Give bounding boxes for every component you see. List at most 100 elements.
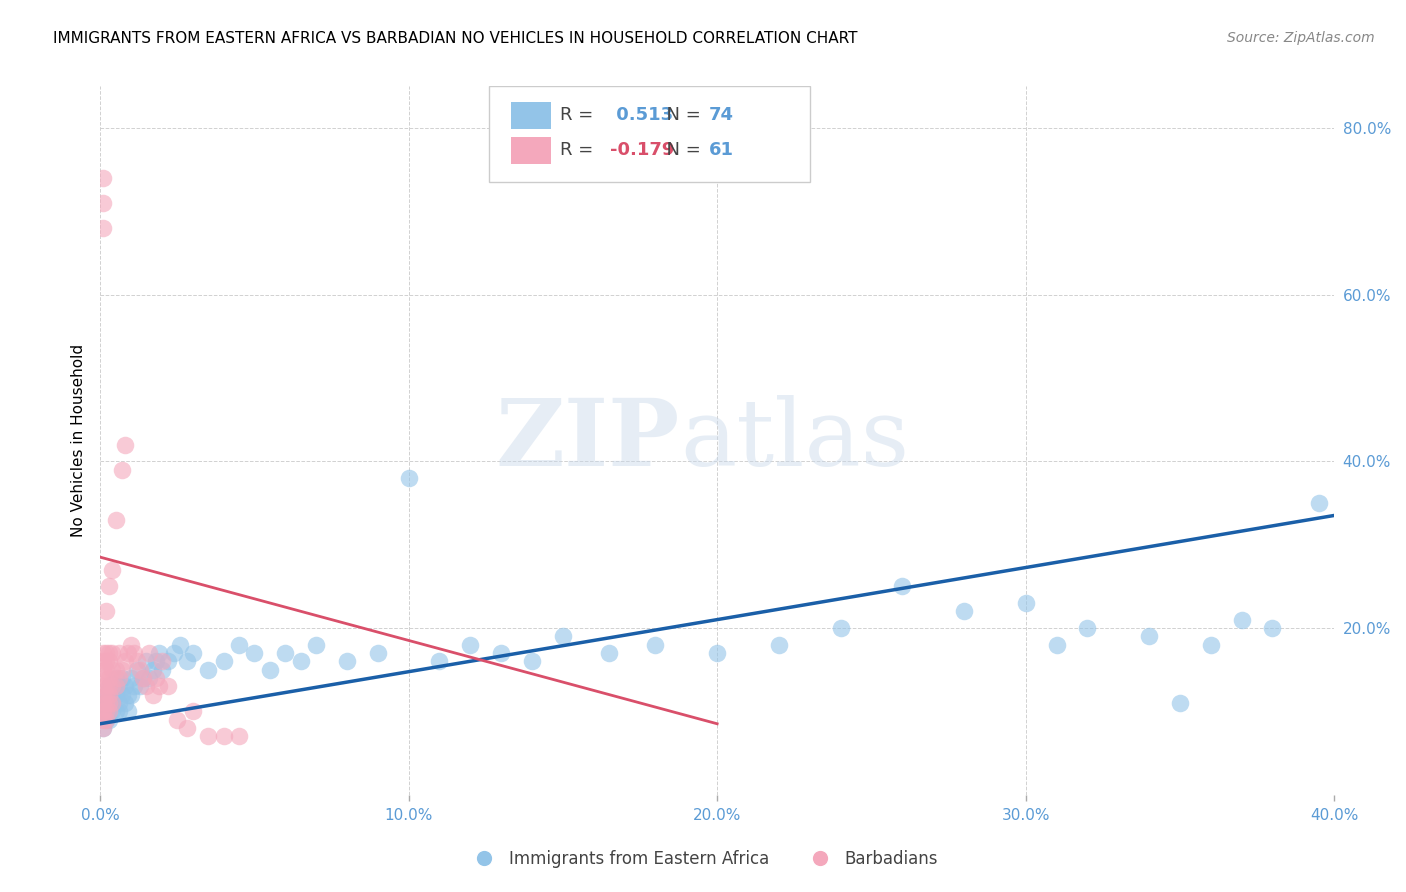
Point [163, 646, 186, 660]
FancyBboxPatch shape [489, 87, 810, 182]
Point [176, 721, 198, 735]
Point [212, 654, 235, 668]
Point [96, 679, 118, 693]
Text: atlas: atlas [681, 395, 910, 485]
Point [98, 713, 121, 727]
Point [96, 688, 118, 702]
Point [274, 646, 297, 660]
Point [135, 654, 157, 668]
Point [98, 704, 121, 718]
Point [367, 646, 389, 660]
Point [91, 646, 114, 660]
Point [101, 646, 124, 660]
Point [243, 646, 266, 660]
Point [91, 196, 114, 211]
Point [156, 654, 179, 668]
Point [117, 688, 139, 702]
Point [122, 679, 145, 693]
Point [101, 563, 124, 577]
Point [104, 688, 127, 702]
Point [96, 696, 118, 710]
Point [101, 688, 124, 702]
Point [169, 638, 191, 652]
Text: ZIP: ZIP [496, 395, 681, 485]
Text: IMMIGRANTS FROM EASTERN AFRICA VS BARBADIAN NO VEHICLES IN HOUSEHOLD CORRELATION: IMMIGRANTS FROM EASTERN AFRICA VS BARBAD… [53, 31, 858, 46]
Point [1199, 638, 1222, 652]
Point [104, 704, 127, 718]
Point [148, 679, 170, 693]
Legend: Immigrants from Eastern Africa, Barbadians: Immigrants from Eastern Africa, Barbadia… [461, 844, 945, 875]
Point [129, 679, 152, 693]
Point [107, 646, 129, 660]
Point [111, 663, 134, 677]
Point [91, 721, 114, 735]
Point [96, 646, 118, 660]
Point [891, 579, 914, 593]
Point [166, 713, 188, 727]
Point [91, 721, 114, 735]
Point [91, 671, 114, 685]
Point [91, 171, 114, 186]
Point [104, 679, 127, 693]
Point [489, 646, 512, 660]
Point [91, 713, 114, 727]
Point [114, 696, 136, 710]
Point [96, 696, 118, 710]
Point [101, 696, 124, 710]
Point [1014, 596, 1036, 610]
Point [1261, 621, 1284, 635]
Point [91, 679, 114, 693]
Point [1045, 638, 1067, 652]
Point [98, 679, 121, 693]
Point [145, 654, 167, 668]
Point [142, 688, 165, 702]
Point [127, 663, 149, 677]
Point [96, 704, 118, 718]
Point [197, 663, 219, 677]
Point [150, 654, 173, 668]
Point [96, 713, 118, 727]
Point [98, 696, 121, 710]
Point [111, 688, 134, 702]
Point [114, 654, 136, 668]
Point [228, 729, 250, 743]
Point [830, 621, 852, 635]
Point [111, 671, 134, 685]
Point [91, 688, 114, 702]
Point [117, 646, 139, 660]
Point [107, 696, 129, 710]
Point [91, 704, 114, 718]
Point [96, 713, 118, 727]
Point [259, 663, 281, 677]
Point [132, 671, 155, 685]
Point [290, 654, 312, 668]
Point [305, 638, 328, 652]
Point [706, 646, 728, 660]
Point [96, 688, 118, 702]
Point [91, 704, 114, 718]
Point [104, 513, 127, 527]
Point [101, 679, 124, 693]
Point [104, 671, 127, 685]
Point [98, 688, 121, 702]
Point [96, 604, 118, 618]
Point [460, 638, 482, 652]
Point [598, 646, 620, 660]
Point [768, 638, 790, 652]
Point [228, 638, 250, 652]
Point [114, 679, 136, 693]
Text: 74: 74 [709, 105, 734, 124]
Point [107, 704, 129, 718]
Text: N =: N = [655, 141, 707, 159]
Point [644, 638, 666, 652]
Point [114, 437, 136, 451]
Point [1230, 613, 1253, 627]
Point [98, 671, 121, 685]
Point [138, 671, 160, 685]
Point [98, 646, 121, 660]
Point [98, 679, 121, 693]
Text: R =: R = [561, 105, 599, 124]
Text: Source: ZipAtlas.com: Source: ZipAtlas.com [1227, 31, 1375, 45]
Text: N =: N = [655, 105, 707, 124]
Point [96, 663, 118, 677]
